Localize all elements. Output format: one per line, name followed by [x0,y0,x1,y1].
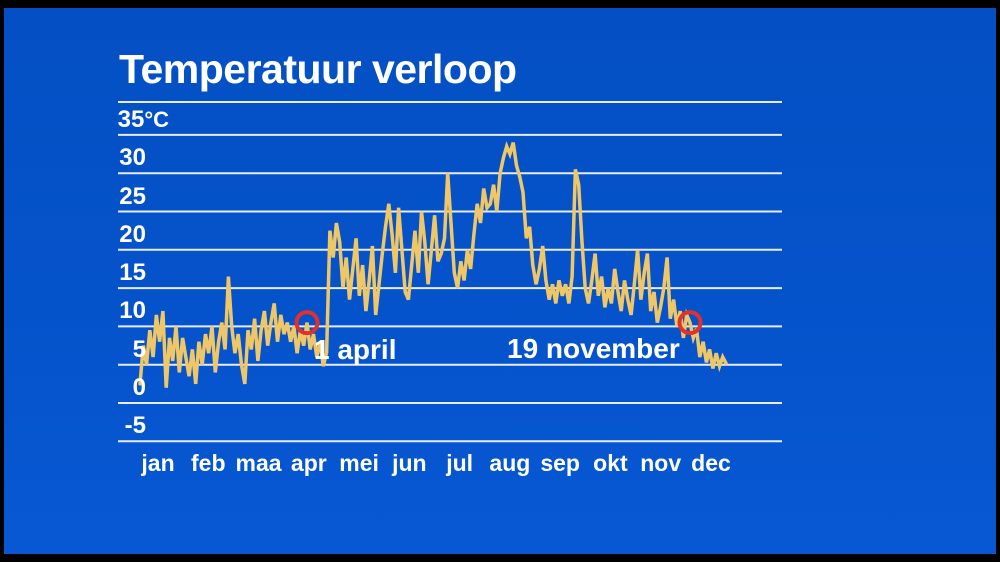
y-axis-label: 15 [119,259,146,287]
gridlines [118,101,782,443]
y-axis-label: 35°C [117,105,169,133]
annotation-circles [294,310,703,336]
marker-circle [677,310,703,336]
y-axis-label: 25 [119,182,146,210]
month-label-mei: mei [339,450,379,476]
month-label-jul: jul [446,450,474,476]
y-axis-label: 20 [119,220,146,248]
temperature-series-line [138,141,728,388]
page-title: Temperatuur verloop [119,46,517,92]
month-label-apr: apr [290,450,327,476]
month-label-jan: jan [141,450,175,476]
y-axis-label: -5 [124,412,146,440]
chart-background-panel [4,8,996,554]
y-axis-label: 30 [119,144,146,172]
month-label-jun: jun [392,450,427,476]
marker-circle [294,310,320,336]
month-label-aug: aug [489,450,531,476]
month-label-maa: maa [235,450,282,476]
annotation-label-19-november: 19 november [507,333,680,364]
y-axis-label: 5 [132,335,146,363]
month-label-sep: sep [540,450,580,476]
annotation-label-1-april: 1 april [314,334,397,365]
y-axis-label: 10 [119,297,146,325]
y-axis-unit: °C [144,106,169,132]
month-label-feb: feb [191,450,226,476]
month-label-dec: dec [691,450,731,476]
month-label-okt: okt [593,450,628,476]
y-axis-label: 0 [132,374,146,401]
month-label-nov: nov [640,450,682,476]
